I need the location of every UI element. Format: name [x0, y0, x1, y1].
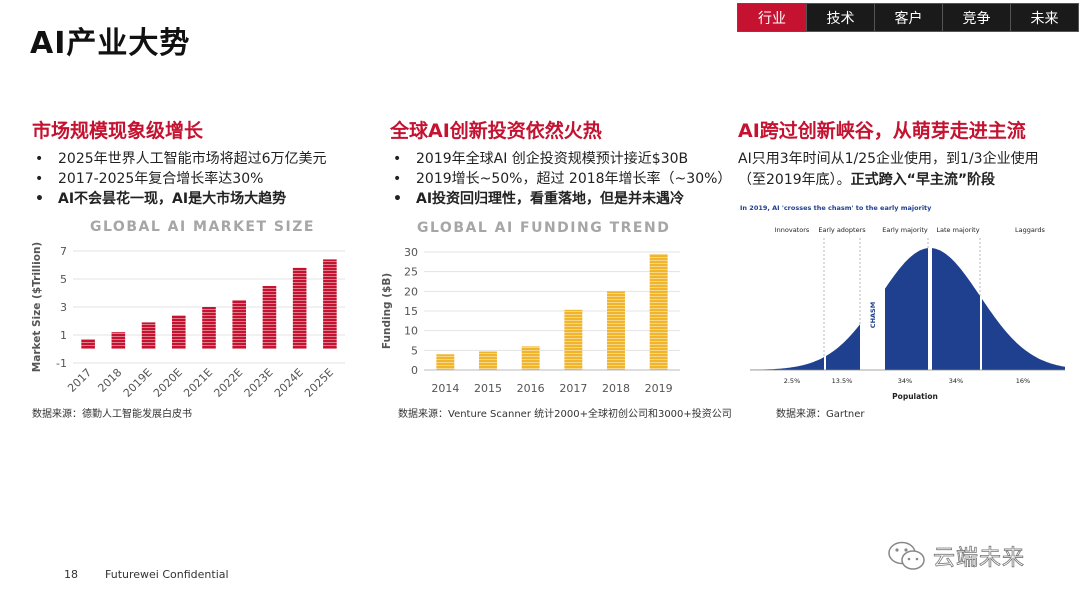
x-tick-label: 2020E [151, 366, 185, 398]
x-tick-label: 2017 [559, 382, 587, 395]
chasm-label: CHASM [869, 302, 877, 328]
stage-label: Early adopters [818, 226, 866, 234]
x-tick-label: 2015 [474, 382, 502, 395]
market-size-source: 数据来源：德勤人工智能发展白皮书 [32, 409, 192, 420]
funding-chart-title: GLOBAL AI FUNDING TREND [417, 220, 671, 236]
bar [649, 253, 668, 370]
funding-source: 数据来源：Venture Scanner 统计2000+全球初创公司和3000+… [398, 409, 732, 420]
x-tick-label: 2014 [431, 382, 459, 395]
bullet-item: AI不会昙花一现，AI是大市场大趋势 [32, 189, 327, 209]
stage-percent: 2.5% [784, 377, 801, 385]
x-tick-label: 2024E [272, 366, 306, 398]
x-tick-label: 2022E [211, 366, 245, 398]
chasm-diagram: In 2019, AI 'crosses the chasm' to the e… [740, 204, 1065, 401]
market-size-bullets: 2025年世界人工智能市场将超过6万亿美元 2017-2025年复合增长率达30… [32, 149, 327, 209]
chasm-heading: AI跨过创新峡谷，从萌芽走进主流 [738, 120, 1026, 142]
stage-percent: 16% [1016, 377, 1030, 385]
laggards-segment [982, 299, 1065, 370]
late-majority-segment [932, 248, 980, 370]
bullet-item: 2019年全球AI 创企投资规模预计接近$30B [390, 149, 731, 169]
x-tick-label: 2025E [302, 366, 336, 398]
bar [232, 300, 247, 349]
x-tick-label: 2018 [602, 382, 630, 395]
y-axis-label: Market Size ($Trillion) [31, 242, 43, 372]
page-number: 18 [64, 568, 78, 581]
stage-percent: 34% [949, 377, 963, 385]
bullet-item: 2019增长~50%，超过 2018年增长率（~30%） [390, 169, 731, 189]
bar [141, 322, 156, 349]
y-axis-label: Funding ($B) [381, 273, 393, 349]
y-tick-label: 3 [60, 301, 67, 314]
market-size-heading: 市场规模现象级增长 [32, 120, 204, 142]
bar [479, 351, 497, 370]
stage-label: Innovators [775, 226, 810, 234]
tab-industry[interactable]: 行业 [738, 4, 806, 31]
tab-future[interactable]: 未来 [1010, 4, 1078, 31]
confidential-label: Futurewei Confidential [105, 568, 229, 581]
x-tick-label: 2017 [65, 366, 94, 395]
bullet-item: AI投资回归理性，看重落地，但是并未遇冷 [390, 189, 731, 209]
stage-label: Late majority [936, 226, 979, 234]
watermark: 云端未来 [887, 540, 1025, 572]
y-tick-label: 5 [60, 273, 67, 286]
y-tick-label: 7 [60, 245, 67, 258]
bar [202, 307, 216, 349]
stage-label: Early majority [882, 226, 928, 234]
tab-competition[interactable]: 竞争 [942, 4, 1010, 31]
bar [292, 267, 307, 349]
chasm-section: AI跨过创新峡谷，从萌芽走进主流 AI只用3年时间从1/25企业使用，到1/3企… [738, 116, 1058, 191]
early-majority-segment [885, 248, 928, 370]
x-tick-label: 2023E [242, 366, 276, 398]
bullet-item: 2017-2025年复合增长率达30% [32, 169, 327, 189]
wechat-icon [888, 541, 925, 570]
bar [111, 332, 126, 349]
x-tick-label: 2019 [645, 382, 673, 395]
tab-technology[interactable]: 技术 [806, 4, 874, 31]
bullet-item: 2025年世界人工智能市场将超过6万亿美元 [32, 149, 327, 169]
chasm-x-label: Population [892, 392, 938, 401]
chasm-diagram-title: In 2019, AI 'crosses the chasm' to the e… [740, 204, 932, 212]
bar [564, 309, 583, 370]
x-tick-label: 2019E [121, 366, 155, 398]
y-tick-label: 10 [404, 325, 418, 338]
stage-label: Laggards [1015, 226, 1046, 234]
bar [323, 259, 337, 349]
y-tick-label: 25 [404, 266, 418, 279]
market-size-section: 市场规模现象级增长 2025年世界人工智能市场将超过6万亿美元 2017-202… [32, 116, 327, 209]
bar [171, 315, 186, 349]
y-tick-label: 15 [404, 305, 418, 318]
chasm-description-emphasis: 正式跨入“早主流”阶段 [850, 172, 996, 188]
chasm-source: 数据来源：Gartner [776, 409, 865, 420]
market-size-chart-title: GLOBAL AI MARKET SIZE [90, 219, 315, 235]
chasm-description-text: AI只用3年时间从1/25企业使用，到1/3企业使用（至2019年底）。 [738, 151, 1039, 188]
early-adopters-segment [826, 324, 860, 370]
funding-chart: 0 5 10 15 20 25 30 2014 2015 2016 2017 2018 2019 Fund… [381, 246, 680, 395]
bar [607, 291, 625, 370]
funding-section: 全球AI创新投资依然火热 2019年全球AI 创企投资规模预计接近$30B 20… [390, 116, 731, 209]
bar [521, 346, 540, 370]
y-tick-label: 0 [411, 364, 418, 377]
bar [81, 339, 95, 349]
x-tick-label: 2021E [181, 366, 215, 398]
section-tabs: 行业 技术 客户 竞争 未来 [737, 3, 1079, 32]
tab-customer[interactable]: 客户 [874, 4, 942, 31]
x-tick-label: 2016 [517, 382, 545, 395]
y-tick-label: 1 [60, 329, 67, 342]
funding-bullets: 2019年全球AI 创企投资规模预计接近$30B 2019增长~50%，超过 2… [390, 149, 731, 209]
y-tick-label: 30 [404, 246, 418, 259]
innovators-segment [750, 357, 824, 370]
chasm-description: AI只用3年时间从1/25企业使用，到1/3企业使用（至2019年底）。正式跨入… [738, 149, 1058, 191]
bar [436, 354, 455, 370]
y-tick-label: 5 [411, 344, 418, 357]
y-tick-label: 20 [404, 285, 418, 298]
watermark-text: 云端未来 [933, 546, 1026, 572]
y-tick-label: -1 [56, 357, 67, 370]
bar [262, 286, 277, 349]
stage-percent: 13.5% [832, 377, 853, 385]
page-title: AI产业大势 [30, 26, 191, 61]
funding-heading: 全球AI创新投资依然火热 [390, 120, 602, 142]
stage-percent: 34% [898, 377, 912, 385]
